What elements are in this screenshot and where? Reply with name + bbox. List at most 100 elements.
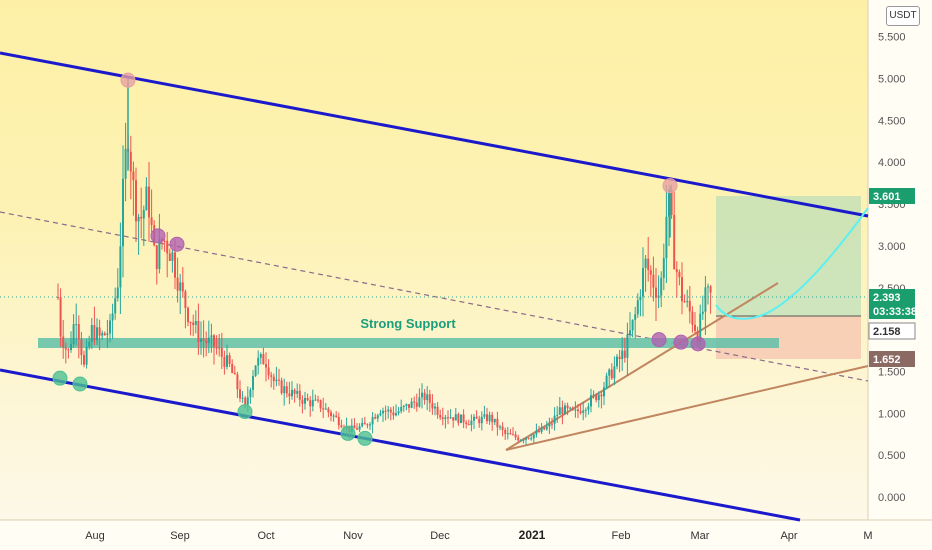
candle-body xyxy=(200,338,202,343)
candle-body xyxy=(226,355,228,367)
candle-body xyxy=(114,298,117,314)
candle-body xyxy=(673,214,676,270)
price-tag xyxy=(869,351,915,367)
candle-body xyxy=(103,333,106,335)
candle-body xyxy=(616,356,618,367)
candle-body xyxy=(517,437,520,441)
candle-body xyxy=(197,321,200,343)
candle-body xyxy=(93,325,96,341)
candle-body xyxy=(530,438,533,440)
candle-body xyxy=(660,277,663,296)
candle-body xyxy=(280,380,283,394)
candle-body xyxy=(678,272,681,278)
candle-body xyxy=(662,258,665,278)
x-tick-label: 2021 xyxy=(519,528,546,542)
y-tick-label: 0.500 xyxy=(878,450,906,462)
candle-body xyxy=(423,392,426,401)
candle-body xyxy=(228,355,231,364)
candle-body xyxy=(184,291,187,308)
candles-group xyxy=(57,122,712,445)
candle-body xyxy=(64,347,67,350)
candle-body xyxy=(704,287,707,312)
candle-body xyxy=(356,428,358,430)
x-tick-label: M xyxy=(863,530,872,542)
candle-body xyxy=(62,336,65,348)
candle-body xyxy=(231,363,234,373)
candle-body xyxy=(421,392,423,398)
candle-body xyxy=(257,357,260,366)
candle-body xyxy=(392,412,395,416)
candle-body xyxy=(499,426,501,428)
candle-body xyxy=(252,376,254,390)
candle-body xyxy=(465,422,468,425)
currency-badge[interactable]: USDT xyxy=(886,6,920,26)
candle-body xyxy=(361,422,364,427)
candle-body xyxy=(605,375,608,388)
candle-body xyxy=(486,414,488,422)
y-tick-label: 1.000 xyxy=(878,408,906,420)
candle-body xyxy=(439,414,442,418)
candle-body xyxy=(309,400,312,407)
candle-body xyxy=(636,300,639,315)
y-tick-label: 0.000 xyxy=(878,492,906,504)
candle-body xyxy=(106,333,109,335)
candle-body xyxy=(122,178,124,247)
candle-body xyxy=(452,417,455,421)
price-axis-panel xyxy=(868,0,932,520)
candle-body xyxy=(244,397,247,405)
candle-body xyxy=(145,186,148,210)
candle-body xyxy=(709,286,712,293)
x-tick-label: Feb xyxy=(612,530,631,542)
support-label: Strong Support xyxy=(360,316,456,331)
candle-body xyxy=(431,402,434,409)
candle-body xyxy=(592,394,595,396)
candle-body xyxy=(262,354,265,365)
candle-body xyxy=(265,364,267,368)
candle-body xyxy=(447,417,449,419)
candle-body xyxy=(527,437,530,439)
candle-body xyxy=(384,410,387,412)
candle-body xyxy=(90,325,93,342)
price-tag xyxy=(869,289,915,319)
candle-body xyxy=(171,252,174,261)
candle-body xyxy=(142,209,145,219)
candle-body xyxy=(665,216,668,259)
candle-body xyxy=(571,407,574,410)
price-tag-label: 1.652 xyxy=(873,354,901,366)
candle-body xyxy=(551,423,553,425)
candle-body xyxy=(538,430,540,432)
candle-body xyxy=(283,386,286,394)
candle-body xyxy=(298,390,301,400)
candle-body xyxy=(296,390,299,394)
candle-body xyxy=(561,407,564,415)
candle-body xyxy=(558,407,561,415)
pivot-marker xyxy=(662,178,678,194)
candle-body xyxy=(639,296,642,301)
price-tag-label: 3.601 xyxy=(873,191,901,203)
candle-body xyxy=(506,433,509,435)
candle-body xyxy=(85,346,88,365)
candle-body xyxy=(254,365,257,377)
pivot-marker xyxy=(673,334,689,350)
candle-body xyxy=(670,190,673,215)
candle-body xyxy=(332,415,335,417)
candle-body xyxy=(272,376,275,382)
candle-body xyxy=(449,417,452,419)
candle-body xyxy=(189,322,192,324)
candle-body xyxy=(473,416,475,421)
channel-upper-line xyxy=(0,51,869,218)
candle-body xyxy=(522,439,525,441)
candle-body xyxy=(707,286,709,288)
candle-body xyxy=(363,422,366,425)
candle-body xyxy=(371,417,374,425)
candle-body xyxy=(683,301,686,303)
candle-body xyxy=(324,408,327,410)
candle-body xyxy=(691,311,694,325)
candle-body xyxy=(379,413,382,416)
candle-body xyxy=(564,405,566,415)
pivot-marker xyxy=(340,425,356,441)
candle-body xyxy=(98,327,101,336)
candle-body xyxy=(457,414,460,423)
